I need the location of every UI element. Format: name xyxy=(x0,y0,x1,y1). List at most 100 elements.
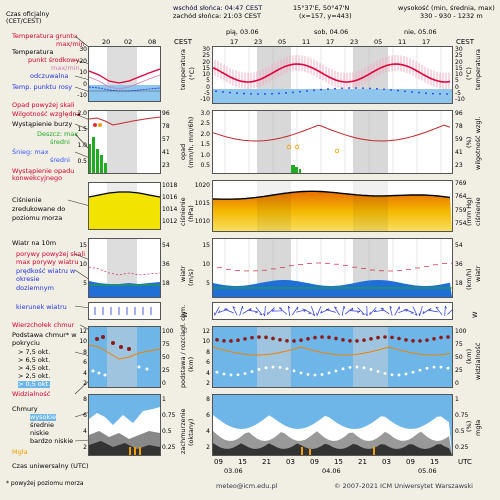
legend-clouds-low: niskie xyxy=(30,429,49,437)
axis-tick-label: 1020 xyxy=(194,182,210,189)
cloud-top-point xyxy=(432,336,436,341)
axis-tick-label: 1018 xyxy=(162,182,178,189)
axis-tick-label: 1.5 xyxy=(77,126,87,133)
hour-label: 11 xyxy=(302,38,311,46)
legend-cover-45: > 4,5 okt. xyxy=(18,364,51,372)
cloud-base-point xyxy=(222,372,226,376)
dewpoint-point xyxy=(432,92,434,95)
axis-tick-label: 15 xyxy=(202,64,210,72)
axis-tick-label: 75 xyxy=(162,341,170,348)
cloud-top-point xyxy=(355,339,359,343)
cloud-top-point xyxy=(285,338,289,343)
tz-right-label: CEST xyxy=(456,38,475,46)
axis-tick-label: 10 xyxy=(202,71,210,78)
axis-tick-label: -5 xyxy=(455,89,461,97)
cloud-top-point xyxy=(383,335,387,339)
cloud-base-point xyxy=(229,373,233,377)
sunrise-text: wschód słońca: 04:47 CEST xyxy=(173,4,263,12)
axis-tick-label: 54 xyxy=(162,242,170,249)
cloud-top-point xyxy=(418,339,422,343)
cloud-base-point xyxy=(418,368,422,372)
cloud-top-point xyxy=(306,337,310,341)
wind-arrow xyxy=(232,306,238,316)
cloud-top-point xyxy=(341,338,345,342)
dewpoint-point xyxy=(439,92,441,95)
wind-arrow xyxy=(341,305,346,316)
storm-marker xyxy=(286,144,292,150)
utc-label-right: UTC xyxy=(458,458,472,466)
day-label-1: pią, 03.06 xyxy=(226,28,259,36)
legend-midpoint: punkt środkowy xyxy=(28,56,80,64)
label-wiatr-unit: (m/s) xyxy=(187,269,195,286)
wind-arrow xyxy=(365,305,368,317)
cloud-top-point xyxy=(327,335,331,340)
dewpoint-point xyxy=(215,90,217,93)
dewpoint-point xyxy=(292,91,294,94)
label-cisn-unit: (hPa) xyxy=(187,205,195,222)
axis-tick-label: 10 xyxy=(202,338,210,346)
fog-bar xyxy=(373,447,375,455)
low-clouds-area xyxy=(213,443,452,455)
dewpoint-point xyxy=(320,88,322,91)
mini-hour-2: 02 xyxy=(124,38,133,46)
cloud-base-point xyxy=(215,370,219,374)
axis-tick-label: 5 xyxy=(455,77,459,85)
cloud-base-point xyxy=(362,366,366,370)
legend-maxmin: max/min xyxy=(56,40,85,48)
axis-tick-label: 50 xyxy=(455,354,463,361)
label-chmury-unit: (km) xyxy=(187,356,195,372)
label-zachm: zachmurzenie xyxy=(179,408,187,454)
cloud-base-point xyxy=(390,373,394,377)
axis-tick-label: 25 xyxy=(162,367,170,374)
legend-snow-mean: średni xyxy=(50,156,70,164)
cloud-base-point xyxy=(243,372,247,375)
legend-cloud-base: Podstawa chmur* w pokryciu xyxy=(12,331,77,348)
cloud-base-point xyxy=(264,366,268,370)
legend-wind: Wiatr na 10m xyxy=(12,239,57,247)
axis-tick-label: 20 xyxy=(455,58,463,66)
axis-tick-label: -10 xyxy=(200,96,210,103)
utc-hour-label: 15 xyxy=(430,458,439,466)
cloud-top-point xyxy=(439,335,443,340)
cloud-base-panel xyxy=(212,326,453,388)
wind-arrow xyxy=(291,306,299,316)
axis-tick-label: 41 xyxy=(455,149,463,156)
axis-tick-label: 59 xyxy=(455,136,463,143)
label-opad: opad xyxy=(179,143,187,160)
cloud-top-point xyxy=(292,339,296,343)
hour-label: 11 xyxy=(398,38,407,46)
utc-day-2: 04.06 xyxy=(322,467,341,475)
label-cisnienie: ciśnienie xyxy=(179,197,187,226)
wind-arrow xyxy=(255,306,263,316)
cloud-top-point xyxy=(229,339,233,343)
cloud-top-point xyxy=(257,335,261,339)
axis-tick-label: 15 xyxy=(455,64,463,72)
axis-tick-label: 30 xyxy=(455,46,463,53)
dewpoint-point xyxy=(341,87,343,90)
legend-temperature: Temperatura xyxy=(12,48,54,56)
axis-tick-label: 2.0 xyxy=(200,130,210,138)
wind-arrow xyxy=(349,310,361,313)
cloud-base-point xyxy=(271,365,275,369)
mini-wind-panel xyxy=(88,238,161,298)
axis-tick-label: 0.5 xyxy=(162,428,172,435)
dewpoint-point xyxy=(306,90,308,92)
axis-tick-label: 20 xyxy=(202,58,210,66)
axis-tick-label: 0 xyxy=(162,380,166,387)
humidity-line xyxy=(213,124,451,142)
legend-max-gusts: max porywy wiatru xyxy=(16,258,79,266)
cloud-top-point xyxy=(299,338,303,342)
legend-cover-05: > 0,5 okt. xyxy=(18,380,51,388)
axis-tick-label: 0.5 xyxy=(455,428,465,435)
legend-pressure: Ciśnienie zredukowane do poziomu morza xyxy=(12,196,66,223)
cloud-base-point xyxy=(404,372,408,376)
label-wilg: wilgotność wzgl. xyxy=(474,116,482,170)
axis-tick-label: 57 xyxy=(162,136,170,143)
axis-tick-label: 12 xyxy=(79,328,87,335)
wind-arrow xyxy=(334,306,340,316)
right-label-temperature: temperatura xyxy=(179,49,187,90)
axis-tick-label: 0.25 xyxy=(455,444,469,451)
footer-email[interactable]: meteo@icm.edu.pl xyxy=(216,482,278,490)
night-band xyxy=(353,181,388,231)
axis-tick-label: 2 xyxy=(83,380,87,387)
